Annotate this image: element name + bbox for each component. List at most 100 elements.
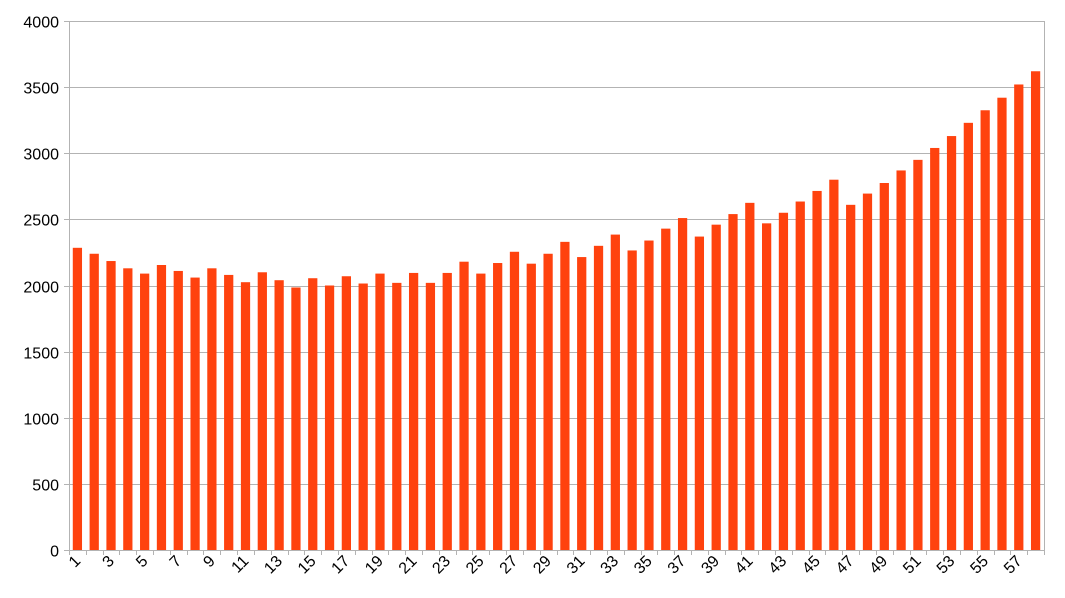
y-tick-label: 2500 <box>23 213 59 230</box>
bar <box>257 272 267 550</box>
bar <box>1030 71 1041 550</box>
bar <box>930 147 940 550</box>
bar <box>862 193 873 550</box>
bar <box>459 261 469 550</box>
bar <box>291 287 301 550</box>
bar <box>997 97 1007 550</box>
y-tick-labels: 0 500 1000 1500 2000 2500 3000 3500 4000 <box>23 15 59 561</box>
bar <box>392 282 402 550</box>
bar <box>728 214 738 550</box>
bar <box>123 268 133 550</box>
x-tick-label: 51 <box>900 553 925 578</box>
bar <box>879 183 889 550</box>
x-tick-label: 13 <box>261 553 286 578</box>
y-tick-label: 3500 <box>23 81 59 98</box>
bar <box>442 272 452 550</box>
x-tick-label: 21 <box>396 553 421 578</box>
bar-series <box>72 71 1041 551</box>
bar <box>694 236 705 550</box>
bar <box>156 265 167 550</box>
x-tick-label: 23 <box>429 553 454 578</box>
bar <box>476 273 486 550</box>
bar <box>762 223 772 550</box>
bar <box>89 253 99 550</box>
bar <box>644 240 654 550</box>
bar <box>224 274 234 550</box>
bar <box>560 241 570 551</box>
x-tick-label: 33 <box>598 553 623 578</box>
bar <box>795 201 805 551</box>
bar <box>946 136 957 550</box>
bar <box>274 280 284 550</box>
bar <box>593 245 604 550</box>
x-tick-label: 57 <box>1001 553 1026 578</box>
bar <box>745 202 755 550</box>
bar <box>711 224 721 551</box>
bar <box>661 228 671 550</box>
bar <box>778 212 789 550</box>
x-tick-label: 7 <box>167 553 185 571</box>
x-tick-label: 31 <box>564 553 589 578</box>
x-tick-label: 17 <box>329 553 354 578</box>
x-tick-label: 27 <box>497 553 522 578</box>
bar <box>896 170 906 550</box>
bar <box>358 283 368 550</box>
y-tick-label: 500 <box>32 478 59 495</box>
x-tick-label: 35 <box>631 553 656 578</box>
x-tick-label: 55 <box>967 553 992 578</box>
bar <box>493 263 503 550</box>
x-tick-label: 43 <box>766 553 791 578</box>
bar <box>173 270 183 550</box>
bar <box>610 234 620 551</box>
bar <box>240 282 251 550</box>
x-tick-label: 15 <box>295 553 320 578</box>
y-tick-label: 1500 <box>23 346 59 363</box>
bar <box>526 263 536 550</box>
x-tick-label: 9 <box>200 553 218 571</box>
bar <box>1014 84 1024 550</box>
x-tick-label: 3 <box>100 553 118 571</box>
bar <box>509 251 520 550</box>
x-tick-label: 29 <box>530 553 555 578</box>
bar <box>677 218 688 551</box>
bar <box>846 204 856 550</box>
bar <box>308 278 318 550</box>
x-tick-label: 49 <box>867 553 892 578</box>
x-tick-label: 37 <box>665 553 690 578</box>
x-tick-label: 19 <box>362 553 387 578</box>
x-tick-label: 5 <box>133 553 151 571</box>
x-tick-label: 47 <box>833 553 858 578</box>
bar <box>106 261 116 550</box>
bar <box>190 277 200 550</box>
y-tick-label: 3000 <box>23 147 59 164</box>
axes <box>64 21 1045 555</box>
x-tick-label: 25 <box>463 553 488 578</box>
x-tick-label: 1 <box>66 553 84 571</box>
y-tick-label: 0 <box>50 544 59 561</box>
bar <box>140 273 150 550</box>
x-tick-label: 41 <box>732 553 757 578</box>
bar <box>980 110 990 551</box>
bar <box>543 253 553 550</box>
bar <box>577 257 587 550</box>
x-tick-label: 45 <box>799 553 824 578</box>
x-tick-label: 53 <box>934 553 959 578</box>
bar <box>627 250 637 551</box>
bar <box>375 273 385 550</box>
bar <box>72 247 83 550</box>
y-tick-label: 2000 <box>23 280 59 297</box>
x-tick-label: 11 <box>229 553 253 577</box>
x-tick-labels: 1 3 5 7 9 11 13 15 17 19 21 23 25 27 29 31 33 35 37 39 41 43 4… <box>66 553 1026 578</box>
x-tick-label: 39 <box>698 553 723 578</box>
bar <box>341 276 351 550</box>
y-tick-label: 1000 <box>23 412 59 429</box>
bar <box>963 122 973 551</box>
bar <box>324 285 335 550</box>
y-tick-label: 4000 <box>23 15 59 32</box>
bar <box>207 268 217 550</box>
bar <box>812 190 822 550</box>
bar <box>408 272 419 550</box>
bar <box>913 159 923 551</box>
bar <box>829 179 839 550</box>
